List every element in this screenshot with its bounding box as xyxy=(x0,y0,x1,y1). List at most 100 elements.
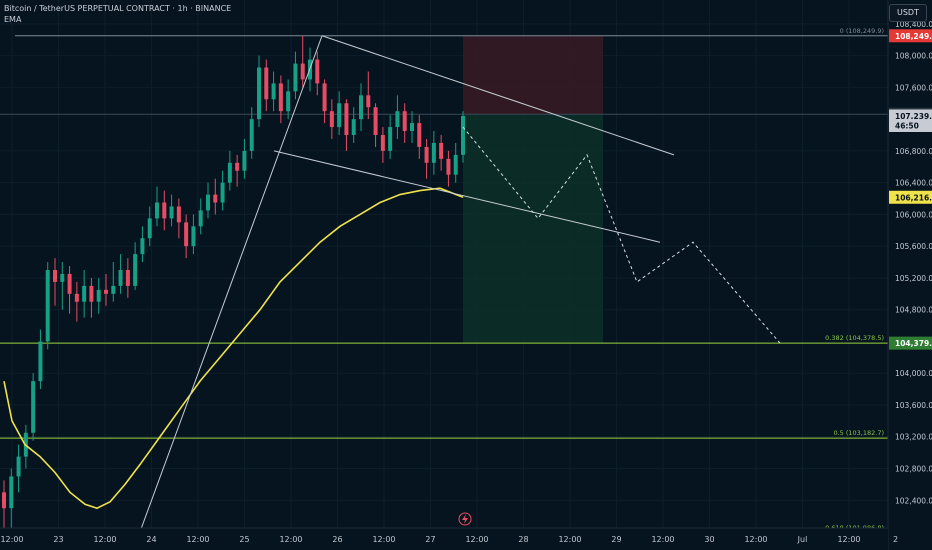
candle-body xyxy=(351,119,356,136)
currency-button[interactable]: USDT xyxy=(889,4,927,22)
candle-body xyxy=(337,103,342,128)
candle-body xyxy=(293,63,298,92)
candle-body xyxy=(409,123,415,132)
trend-line xyxy=(273,150,661,243)
candle-body xyxy=(169,206,174,219)
time-tick-label: 28 xyxy=(518,535,528,544)
candle-body xyxy=(256,67,262,120)
candle-body xyxy=(388,127,393,151)
price-tick-label: 106,400.0 xyxy=(895,179,932,188)
price-tag-label: 104,379.1 xyxy=(895,339,932,348)
candle-body xyxy=(264,67,269,100)
candle-body xyxy=(89,285,94,302)
price-tag-label: 108,249.9 xyxy=(895,32,932,41)
candle-body xyxy=(103,289,109,294)
candle-body xyxy=(118,270,123,286)
projection-path xyxy=(462,126,781,344)
price-axis xyxy=(888,0,932,550)
candle-body xyxy=(431,142,436,163)
candle-body xyxy=(453,154,458,175)
candle-body xyxy=(417,123,422,147)
time-tick-label: Jul xyxy=(797,535,808,544)
candle-body xyxy=(96,289,101,302)
candle-body xyxy=(402,111,407,132)
time-tick-label: 12:00 xyxy=(186,535,209,544)
price-tick-label: 102,800.0 xyxy=(895,465,932,474)
price-tick-label: 108,000.0 xyxy=(895,52,932,61)
candle-body xyxy=(67,273,72,294)
candle-body xyxy=(329,111,334,128)
candle-body xyxy=(213,194,218,203)
candle-body xyxy=(278,83,283,112)
price-tick-label: 103,600.0 xyxy=(895,401,932,410)
price-tick-label: 105,600.0 xyxy=(895,242,932,251)
time-tick-label: 12:00 xyxy=(465,535,488,544)
ema-line xyxy=(3,187,464,510)
take-profit-zone xyxy=(463,114,603,344)
symbol-title[interactable]: Bitcoin / TetherUS PERPETUAL CONTRACT · … xyxy=(4,4,232,13)
time-tick-label: 25 xyxy=(239,535,249,544)
fib-level-label: 0.382 (104,378.5) xyxy=(825,334,884,342)
candle-body xyxy=(60,273,65,282)
time-tick-label: 26 xyxy=(332,535,342,544)
price-tag xyxy=(889,190,932,204)
time-axis xyxy=(0,528,888,550)
time-tick-label: 24 xyxy=(146,535,156,544)
candle-body xyxy=(38,341,43,382)
price-tick-label: 103,200.0 xyxy=(895,433,932,442)
indicator-label[interactable]: EMA xyxy=(4,15,22,24)
time-tick-label: 12:00 xyxy=(279,535,302,544)
price-tick-label: 102,400.0 xyxy=(895,496,932,505)
price-tick-label: 106,000.0 xyxy=(895,210,932,219)
candle-body xyxy=(45,270,50,342)
price-tick-label: 108,400.0 xyxy=(895,20,932,29)
candle-body xyxy=(358,95,364,120)
time-tick-label: 12:00 xyxy=(372,535,395,544)
candle-body xyxy=(366,95,371,108)
price-tick-label: 104,800.0 xyxy=(895,306,932,315)
candle-body xyxy=(380,135,385,151)
candle-body xyxy=(373,107,378,136)
candle-body xyxy=(271,83,276,100)
time-tick-label: 12:00 xyxy=(744,535,767,544)
lightning-icon xyxy=(462,514,468,524)
candle-body xyxy=(460,115,466,155)
price-tick-label: 106,800.0 xyxy=(895,147,932,156)
candle-body xyxy=(439,142,444,159)
price-tick-label: 104,000.0 xyxy=(895,369,932,378)
candle-body xyxy=(125,270,130,286)
candle-body xyxy=(191,226,196,247)
time-tick-label: 2 xyxy=(893,535,898,544)
fib-level-label: 0.5 (103,182.7) xyxy=(833,429,884,437)
stop-loss-zone xyxy=(463,35,603,115)
time-tick-label: 29 xyxy=(611,535,621,544)
candle-body xyxy=(198,210,203,227)
time-tick-label: 12:00 xyxy=(837,535,860,544)
price-tick-label: 105,200.0 xyxy=(895,274,932,283)
candle-body xyxy=(235,162,240,171)
candle-body xyxy=(162,202,167,219)
price-tag xyxy=(889,29,932,43)
candle-body xyxy=(140,238,145,255)
price-tag xyxy=(889,118,932,132)
candle-body xyxy=(322,83,327,112)
candle-body xyxy=(176,206,181,223)
candle-body xyxy=(242,150,247,171)
trend-line xyxy=(321,35,675,156)
price-tag-label: 106,216.1 xyxy=(895,193,932,202)
candle-body xyxy=(227,162,232,183)
candle-body xyxy=(344,103,349,136)
chart-legend: Bitcoin / TetherUS PERPETUAL CONTRACT · … xyxy=(4,3,231,25)
time-tick-label: 30 xyxy=(704,535,714,544)
candle-body xyxy=(1,492,7,509)
time-tick-label: 12:00 xyxy=(558,535,581,544)
candle-body xyxy=(9,476,14,509)
candle-body xyxy=(220,182,225,203)
event-marker-icon xyxy=(458,512,472,526)
candle-body xyxy=(184,222,189,247)
candle-body xyxy=(205,194,211,211)
trend-line xyxy=(140,35,323,528)
candle-body xyxy=(154,202,160,219)
